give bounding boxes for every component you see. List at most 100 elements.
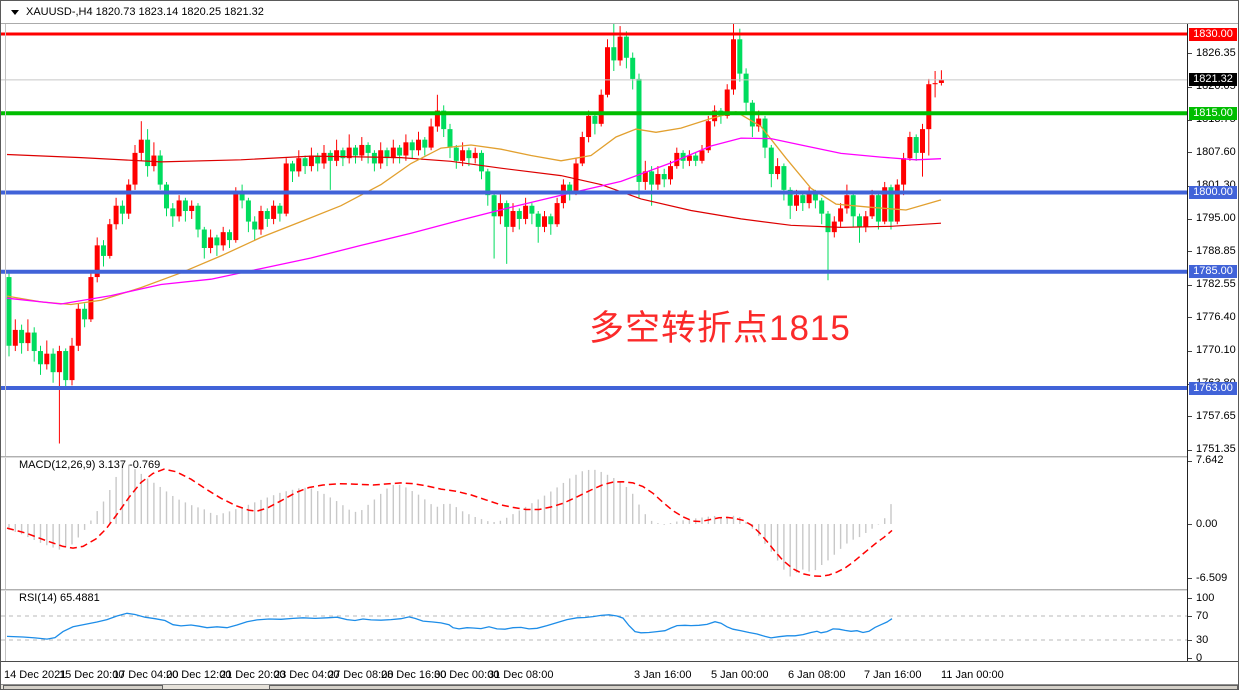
candle-bull	[321, 152, 327, 164]
candle-bear	[290, 163, 295, 172]
candle-bull	[598, 94, 604, 124]
price-tick-mark	[1188, 350, 1192, 352]
macd-tick-label: -6.509	[1196, 571, 1228, 584]
horizontal-scrollbar[interactable]	[1, 684, 1238, 689]
price-tick-label: 1770.10	[1196, 344, 1236, 356]
candle-bear	[50, 353, 56, 373]
price-line-badge[interactable]: 1763.00	[1189, 381, 1237, 395]
price-line-badge[interactable]: 1785.00	[1189, 265, 1237, 279]
candle-bull	[283, 163, 289, 214]
candle-bull	[25, 332, 31, 344]
rsi-tick-label: 30	[1196, 633, 1209, 646]
candle-bear	[214, 237, 220, 246]
candle-bull	[403, 142, 409, 156]
time-axis-label: 30 Dec 00:00	[434, 669, 500, 681]
panel-separator-rsi[interactable]	[1, 589, 1187, 591]
candle-bull	[510, 211, 516, 227]
candle-bull	[686, 155, 692, 161]
price-tick-label: 1807.60	[1196, 145, 1236, 158]
ma-mid-magenta	[6, 137, 942, 305]
candle-bull	[189, 205, 195, 212]
scrollbar-thumb-1[interactable]	[3, 685, 163, 689]
candle-bull	[151, 155, 157, 167]
candle-bull	[542, 216, 547, 227]
candle-bull	[75, 308, 81, 346]
candle-bear	[6, 277, 12, 346]
symbol-dropdown-icon[interactable]	[11, 9, 19, 15]
price-tick-mark	[1188, 416, 1192, 418]
candle-bear	[453, 147, 459, 161]
candle-bear	[479, 152, 484, 172]
candle-bear	[819, 200, 825, 214]
candle-bull	[844, 195, 850, 209]
price-tick-mark	[1188, 152, 1192, 154]
chart-title-bar: XAUUSD-,H4 1820.73 1823.14 1820.25 1821.…	[1, 1, 1238, 24]
candle-bear	[315, 155, 321, 164]
chart-title: XAUUSD-,H4 1820.73 1823.14 1820.25 1821.…	[26, 6, 264, 18]
scrollbar-thumb-2[interactable]	[269, 685, 1238, 689]
candle-bear	[101, 245, 106, 256]
candle-bear	[466, 150, 472, 159]
candle-bear	[145, 139, 151, 167]
price-axis[interactable]: 1832.501826.351820.051813.751807.601801.…	[1187, 14, 1238, 664]
time-axis-label: 6 Jan 08:00	[788, 669, 846, 681]
price-tick-mark	[1188, 317, 1192, 319]
time-axis-label: 3 Jan 16:00	[634, 669, 692, 681]
candle-bear	[516, 211, 522, 219]
main-price-chart-canvas[interactable]	[1, 23, 1187, 456]
candle-bull	[724, 89, 730, 116]
candle-bull	[220, 232, 226, 246]
candle-bear	[227, 232, 232, 241]
candle-bull	[668, 166, 673, 180]
price-line-badge[interactable]: 1800.00	[1189, 186, 1237, 200]
price-tick-label: 1776.40	[1196, 310, 1236, 323]
candle-bull	[472, 152, 478, 159]
candle-bull	[869, 195, 875, 217]
candle-bull	[907, 137, 913, 159]
price-tick-mark	[1188, 218, 1192, 220]
time-axis-label: 21 Dec 20:00	[220, 669, 286, 681]
candle-bull	[416, 139, 421, 151]
rsi-indicator-canvas[interactable]	[1, 589, 1187, 661]
candle-bull	[88, 277, 94, 320]
panel-separator-macd[interactable]	[1, 456, 1187, 458]
candle-bear	[245, 200, 251, 222]
candle-bull	[712, 110, 718, 122]
price-tick-label: 1795.00	[1196, 212, 1236, 225]
macd-label: MACD(12,26,9) 3.137 -0.769	[19, 459, 161, 471]
candle-bull	[586, 115, 592, 138]
time-axis-label: 17 Dec 04:00	[113, 669, 179, 681]
candle-bull	[920, 129, 925, 153]
candle-bear	[787, 189, 793, 206]
candle-bull	[775, 166, 781, 175]
candle-bear	[422, 139, 428, 148]
price-tick-mark	[1188, 86, 1192, 88]
candle-bear	[680, 152, 686, 161]
candle-bear	[491, 195, 497, 217]
candle-bull	[617, 36, 623, 61]
rsi-tick-label: 70	[1196, 609, 1209, 622]
candle-bear	[661, 174, 667, 180]
price-tick-label: 1751.35	[1196, 443, 1236, 456]
candle-bear	[82, 308, 88, 320]
candle-bear	[567, 184, 573, 193]
price-line-badge[interactable]: 1830.00	[1189, 27, 1237, 41]
candle-bear	[768, 147, 774, 175]
price-line-badge[interactable]: 1815.00	[1189, 106, 1237, 120]
candle-bear	[157, 155, 163, 185]
candle-bull	[579, 137, 585, 164]
current-price-badge: 1821.32	[1189, 73, 1237, 87]
candle-bear	[693, 155, 699, 161]
candle-bull	[296, 158, 302, 172]
macd-indicator-canvas[interactable]	[1, 456, 1187, 589]
macd-tick-label: 0.00	[1196, 517, 1218, 530]
time-axis-label: 7 Jan 16:00	[864, 669, 922, 681]
candle-bull	[346, 147, 352, 159]
price-tick-label: 1757.65	[1196, 409, 1236, 422]
time-axis[interactable]: 14 Dec 2021 15 Dec 20:00 17 Dec 04:00 20 De…	[1, 662, 1238, 684]
time-axis-label: 14 Dec 2021	[4, 669, 67, 681]
candle-bull	[233, 192, 239, 241]
candle-bull	[308, 155, 314, 167]
candle-bull	[655, 174, 661, 185]
